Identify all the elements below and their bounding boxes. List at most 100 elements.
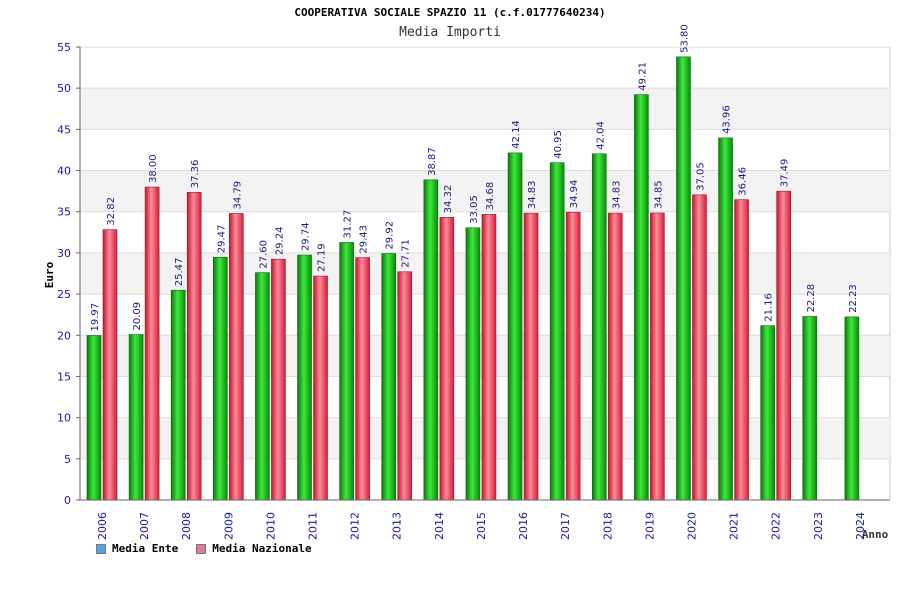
bar-media-nazionale <box>481 214 497 501</box>
x-tick-label: 2017 <box>559 512 572 540</box>
data-label-media-ente: 53.80 <box>679 24 690 53</box>
chart-title: COOPERATIVA SOCIALE SPAZIO 11 (c.f.01777… <box>294 6 606 19</box>
bar-media-nazionale <box>439 217 455 501</box>
bar-media-ente <box>634 94 649 501</box>
bar-media-ente <box>591 153 607 501</box>
x-axis-label: Anno <box>862 528 889 541</box>
data-label-media-nazionale: 37.36 <box>190 160 201 189</box>
data-label-media-nazionale: 29.43 <box>359 225 370 254</box>
data-label-media-nazionale: 37.49 <box>780 159 791 188</box>
y-tick-label: 50 <box>57 82 71 95</box>
data-label-media-ente: 43.96 <box>722 105 733 134</box>
bar-media-nazionale <box>271 258 286 501</box>
x-tick-label: 2006 <box>96 512 109 540</box>
bar-media-nazionale <box>313 275 328 501</box>
data-label-media-nazionale: 36.46 <box>738 167 749 196</box>
data-label-media-nazionale: 34.32 <box>443 185 454 214</box>
bar-media-ente <box>128 334 144 501</box>
x-tick-label: 2008 <box>180 512 193 540</box>
y-tick-label: 0 <box>64 494 71 507</box>
bar-media-nazionale <box>565 211 581 501</box>
data-label-media-ente: 25.47 <box>174 258 185 287</box>
grid-band <box>80 88 890 130</box>
bar-media-nazionale <box>776 190 791 501</box>
bar-media-nazionale <box>355 257 370 501</box>
data-label-media-ente: 49.21 <box>637 62 648 91</box>
legend-item-media-ente: Media Ente <box>96 542 178 555</box>
bar-media-ente <box>86 335 102 501</box>
y-tick-label: 25 <box>57 288 71 301</box>
data-label-media-nazionale: 27.19 <box>317 243 328 272</box>
data-label-media-nazionale: 27.71 <box>401 239 412 268</box>
data-label-media-nazionale: 34.83 <box>527 180 538 209</box>
y-tick-label: 35 <box>57 206 71 219</box>
data-label-media-ente: 40.95 <box>553 130 564 159</box>
y-tick-label: 5 <box>64 453 71 466</box>
data-label-media-ente: 22.28 <box>806 284 817 313</box>
legend-label-media-nazionale: Media Nazionale <box>212 542 312 555</box>
y-tick-label: 40 <box>57 165 71 178</box>
data-label-media-ente: 27.60 <box>258 240 269 269</box>
x-tick-label: 2009 <box>222 512 235 540</box>
data-label-media-ente: 31.27 <box>343 210 354 239</box>
data-label-media-ente: 22.23 <box>848 284 859 313</box>
bar-media-nazionale <box>229 213 244 501</box>
bar-media-ente <box>718 137 733 501</box>
x-tick-label: 2019 <box>643 512 656 540</box>
data-label-media-nazionale: 37.05 <box>695 162 706 191</box>
bar-media-ente <box>802 316 818 501</box>
y-tick-label: 45 <box>57 123 71 136</box>
y-tick-label: 15 <box>57 370 71 383</box>
bar-media-ente <box>339 242 354 501</box>
data-label-media-ente: 33.05 <box>469 195 480 224</box>
bar-media-ente <box>844 316 860 501</box>
y-tick-label: 20 <box>57 329 71 342</box>
data-label-media-ente: 21.16 <box>764 293 775 322</box>
bar-media-ente <box>423 179 439 501</box>
bar-media-ente <box>465 227 481 501</box>
bar-media-ente <box>213 256 228 501</box>
data-label-media-ente: 29.92 <box>385 221 396 250</box>
data-label-media-ente: 29.74 <box>301 222 312 251</box>
y-axis-label: Euro <box>43 261 56 288</box>
x-tick-label: 2024 <box>854 512 867 540</box>
bar-media-nazionale <box>523 212 539 501</box>
bar-media-ente <box>549 162 565 501</box>
bar-media-ente <box>507 152 523 501</box>
data-label-media-ente: 20.09 <box>132 302 143 331</box>
bar-media-nazionale <box>692 194 707 501</box>
x-tick-label: 2013 <box>391 512 404 540</box>
y-tick-label: 10 <box>57 412 71 425</box>
bar-media-ente <box>255 272 270 501</box>
bar-media-nazionale <box>650 212 665 501</box>
bar-media-nazionale <box>186 191 202 501</box>
data-label-media-nazionale: 34.85 <box>653 180 664 209</box>
x-tick-label: 2012 <box>349 512 362 540</box>
bar-media-ente <box>297 254 312 501</box>
x-tick-label: 2022 <box>770 512 783 540</box>
data-label-media-ente: 19.97 <box>90 303 101 332</box>
x-tick-label: 2011 <box>307 512 320 540</box>
x-tick-label: 2023 <box>812 512 825 540</box>
bar-media-nazionale <box>734 199 749 501</box>
data-label-media-ente: 29.47 <box>216 225 227 254</box>
data-label-media-nazionale: 34.83 <box>611 180 622 209</box>
data-label-media-nazionale: 34.94 <box>569 180 580 209</box>
data-label-media-nazionale: 38.00 <box>148 154 159 183</box>
data-label-media-ente: 38.87 <box>427 147 438 176</box>
grid-band <box>80 170 890 212</box>
data-label-media-nazionale: 34.79 <box>232 181 243 210</box>
y-tick-label: 55 <box>57 41 71 54</box>
bar-media-ente <box>676 56 691 501</box>
x-tick-label: 2020 <box>685 512 698 540</box>
data-label-media-nazionale: 32.82 <box>106 197 117 226</box>
x-tick-label: 2010 <box>264 512 277 540</box>
bar-media-nazionale <box>102 229 118 501</box>
x-tick-label: 2014 <box>433 512 446 540</box>
x-tick-label: 2007 <box>138 512 151 540</box>
bar-media-ente <box>170 289 186 501</box>
bar-media-ente <box>381 253 397 501</box>
bar-media-ente <box>760 325 775 501</box>
legend-swatch-media-ente <box>96 543 106 554</box>
